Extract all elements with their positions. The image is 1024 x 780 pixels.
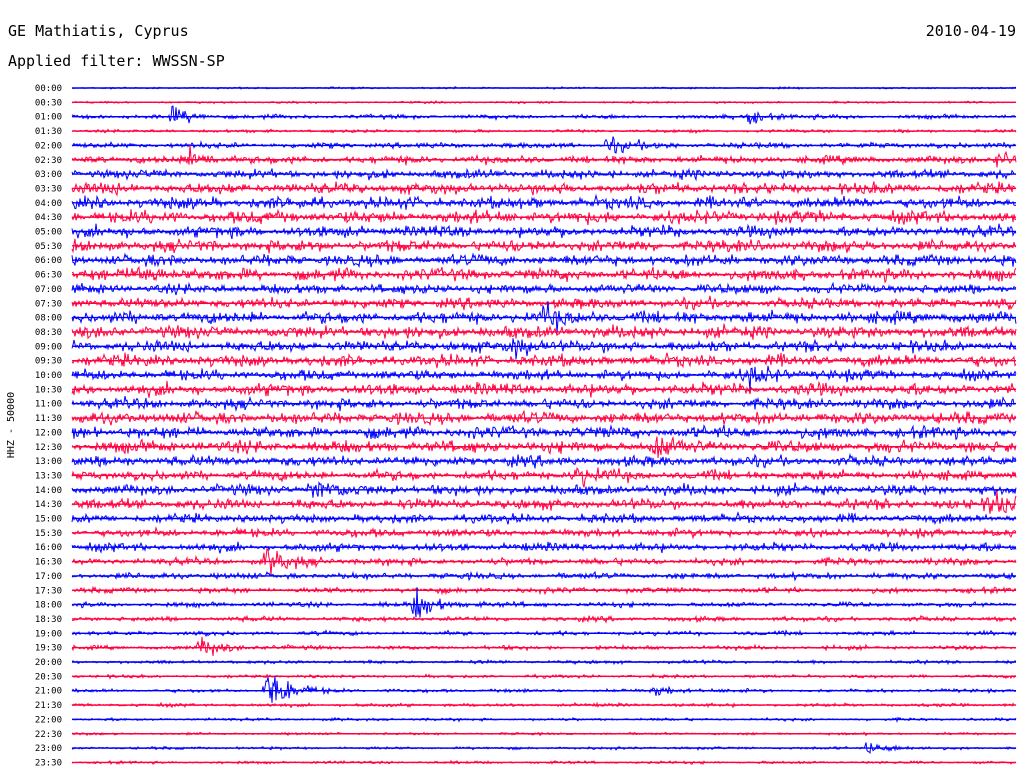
row-time-label: 23:30 bbox=[35, 758, 62, 768]
seismic-trace bbox=[71, 467, 1017, 488]
row-time-label: 04:00 bbox=[35, 199, 62, 209]
row-time-label: 07:30 bbox=[35, 299, 62, 309]
row-time-label: 18:00 bbox=[35, 601, 62, 611]
row-time-label: 19:30 bbox=[35, 644, 62, 654]
row-time-label: 12:30 bbox=[35, 443, 62, 453]
seismic-trace bbox=[71, 365, 1017, 391]
row-time-label: 00:00 bbox=[35, 84, 62, 94]
seismic-trace bbox=[71, 223, 1017, 240]
y-axis-label: HHZ - 50000 bbox=[6, 392, 17, 458]
row-time-label: 02:30 bbox=[35, 156, 62, 166]
row-time-label: 04:30 bbox=[35, 213, 62, 223]
row-time-label: 05:30 bbox=[35, 242, 62, 252]
seismic-trace bbox=[71, 547, 1017, 576]
row-time-label: 08:30 bbox=[35, 328, 62, 338]
seismic-trace bbox=[72, 144, 1017, 168]
seismic-trace bbox=[71, 410, 1017, 427]
row-time-label: 08:00 bbox=[35, 314, 62, 324]
row-time-label: 02:00 bbox=[35, 141, 62, 151]
seismic-trace bbox=[71, 395, 1017, 412]
row-time-label: 17:30 bbox=[35, 586, 62, 596]
row-time-label: 09:00 bbox=[35, 342, 62, 352]
row-time-label: 13:00 bbox=[35, 457, 62, 467]
row-time-label: 01:00 bbox=[35, 113, 62, 123]
row-time-label: 21:00 bbox=[35, 687, 62, 697]
station-title: GE Mathiatis, Cyprus bbox=[8, 22, 189, 40]
row-time-label: 22:30 bbox=[35, 730, 62, 740]
date-label: 2010-04-19 bbox=[925, 22, 1016, 40]
row-time-label: 03:00 bbox=[35, 170, 62, 180]
row-time-label: 15:30 bbox=[35, 529, 62, 539]
seismic-trace bbox=[71, 180, 1017, 197]
row-time-label: 05:00 bbox=[35, 228, 62, 238]
row-time-label: 20:00 bbox=[35, 658, 62, 668]
seismic-trace bbox=[71, 105, 1017, 125]
seismic-trace bbox=[71, 481, 1017, 498]
row-time-label: 11:00 bbox=[35, 400, 62, 410]
row-time-label: 06:30 bbox=[35, 271, 62, 281]
seismic-trace bbox=[71, 636, 1017, 657]
row-time-label: 11:30 bbox=[35, 414, 62, 424]
row-time-label: 01:30 bbox=[35, 127, 62, 137]
seismic-trace bbox=[71, 676, 1017, 703]
seismic-trace bbox=[71, 208, 1017, 226]
row-time-label: 23:00 bbox=[35, 744, 62, 754]
row-time-label: 19:00 bbox=[35, 629, 62, 639]
row-time-label: 13:30 bbox=[35, 471, 62, 481]
row-time-label: 09:30 bbox=[35, 357, 62, 367]
row-time-label: 20:30 bbox=[35, 672, 62, 682]
row-time-label: 16:30 bbox=[35, 558, 62, 568]
seismic-trace bbox=[71, 491, 1017, 514]
row-time-label: 07:00 bbox=[35, 285, 62, 295]
row-time-label: 22:00 bbox=[35, 715, 62, 725]
row-time-label: 14:30 bbox=[35, 500, 62, 510]
seismic-trace bbox=[71, 323, 1017, 340]
row-time-label: 00:30 bbox=[35, 98, 62, 108]
row-time-label: 12:00 bbox=[35, 428, 62, 438]
row-time-label: 18:30 bbox=[35, 615, 62, 625]
row-time-label: 14:00 bbox=[35, 486, 62, 496]
row-time-label: 15:00 bbox=[35, 515, 62, 525]
row-time-label: 03:30 bbox=[35, 184, 62, 194]
row-time-label: 21:30 bbox=[35, 701, 62, 711]
row-time-label: 16:00 bbox=[35, 543, 62, 553]
row-time-label: 17:00 bbox=[35, 572, 62, 582]
filter-label: Applied filter: WWSSN-SP bbox=[8, 52, 225, 70]
seismic-trace bbox=[71, 338, 1017, 360]
row-time-label: 06:00 bbox=[35, 256, 62, 266]
row-time-label: 10:30 bbox=[35, 385, 62, 395]
row-time-label: 10:00 bbox=[35, 371, 62, 381]
seismic-trace bbox=[71, 673, 1017, 680]
